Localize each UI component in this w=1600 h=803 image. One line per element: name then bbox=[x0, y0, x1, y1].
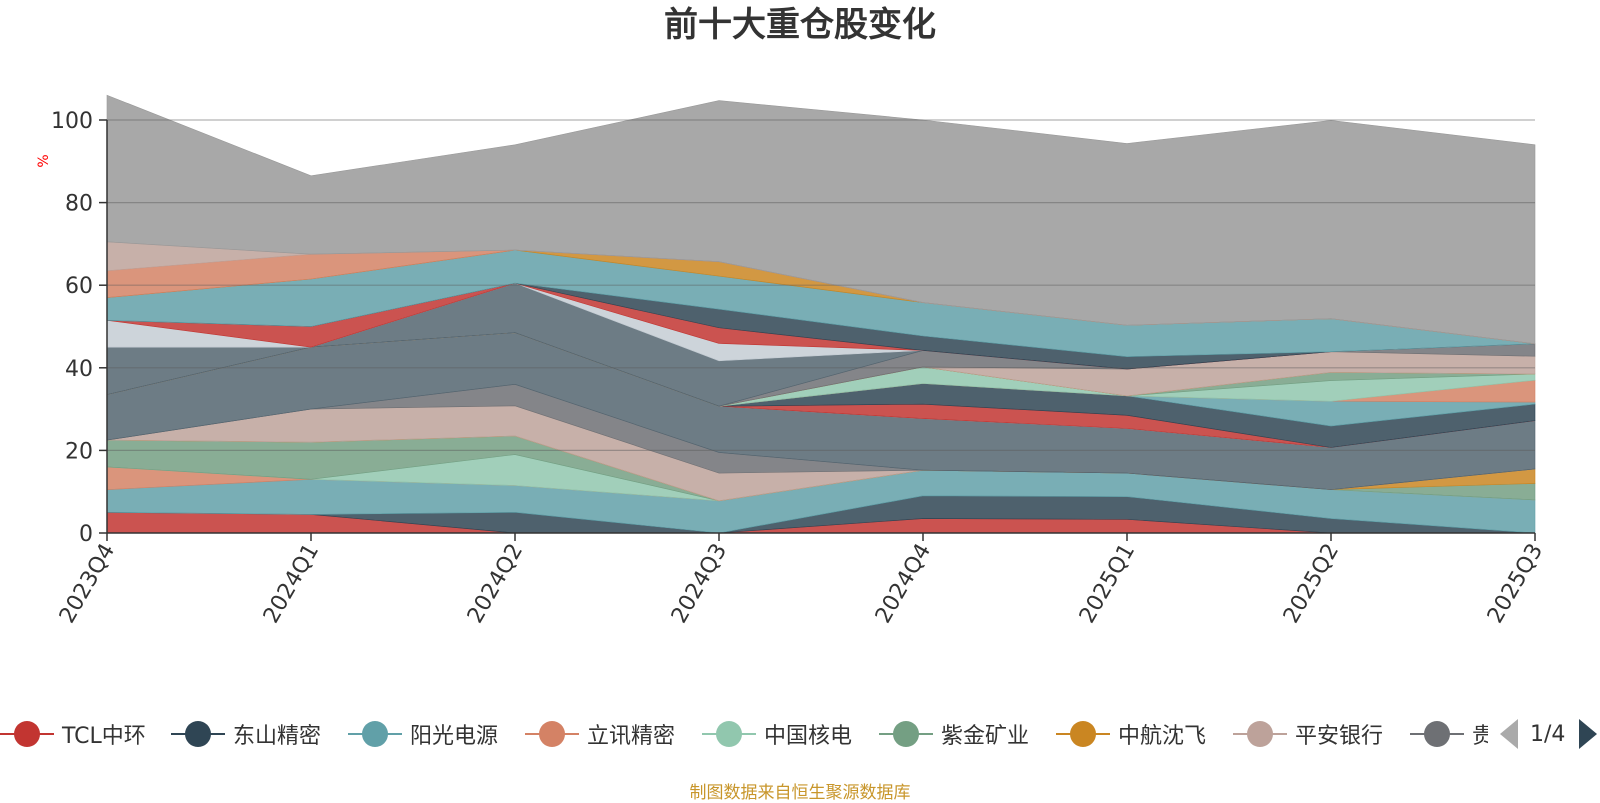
legend-marker-icon bbox=[171, 720, 225, 748]
y-tick-label: 80 bbox=[65, 192, 93, 217]
legend-marker-icon bbox=[0, 720, 54, 748]
legend-label: 平安银行 bbox=[1295, 724, 1384, 749]
x-tick-label: 2023Q4 bbox=[55, 540, 120, 628]
legend-marker-icon bbox=[348, 720, 402, 748]
legend-label: 贵 bbox=[1472, 724, 1488, 749]
x-tick-label: 2024Q2 bbox=[463, 540, 528, 628]
x-tick-label: 2024Q4 bbox=[871, 540, 936, 628]
legend-marker-icon bbox=[1056, 720, 1110, 748]
x-tick-label: 2025Q2 bbox=[1279, 540, 1344, 628]
y-tick-label: 0 bbox=[79, 522, 93, 547]
y-tick-label: 100 bbox=[51, 109, 93, 134]
legend-label: 中国核电 bbox=[764, 724, 853, 749]
legend-pager: 1/4 bbox=[1500, 718, 1598, 750]
legend-next-page-icon[interactable] bbox=[1579, 719, 1598, 749]
legend-items: TCL中环 东山精密 阳光电源 立讯精密 中国核电 紫金矿业 中航沈飞 平安银行 贵 bbox=[0, 712, 1488, 756]
legend-item[interactable]: 贵 bbox=[1410, 712, 1488, 756]
legend-label: 立讯精密 bbox=[587, 724, 676, 749]
legend-marker-icon bbox=[1410, 720, 1464, 748]
y-tick-label: 20 bbox=[65, 439, 93, 464]
y-axis-label: % bbox=[36, 154, 52, 167]
legend-item[interactable]: 东山精密 bbox=[171, 712, 321, 756]
y-tick-label: 60 bbox=[65, 274, 93, 299]
legend-page-indicator: 1/4 bbox=[1530, 721, 1566, 747]
x-tick-label: 2024Q1 bbox=[259, 540, 324, 628]
legend-label: 中航沈飞 bbox=[1118, 724, 1207, 749]
legend-label: 东山精密 bbox=[233, 724, 322, 749]
legend-item[interactable]: 阳光电源 bbox=[348, 712, 498, 756]
y-tick-label: 40 bbox=[65, 357, 93, 382]
data-source-note: 制图数据来自恒生聚源数据库 bbox=[689, 783, 911, 803]
chart-title: 前十大重仓股变化 bbox=[664, 5, 936, 45]
area-series-29[interactable] bbox=[106, 94, 1536, 345]
x-tick-label: 2025Q1 bbox=[1075, 540, 1140, 628]
legend-item[interactable]: 紫金矿业 bbox=[879, 712, 1029, 756]
legend-item[interactable]: 平安银行 bbox=[1233, 712, 1383, 756]
legend-item[interactable]: 中航沈飞 bbox=[1056, 712, 1206, 756]
legend-label: 紫金矿业 bbox=[941, 724, 1030, 749]
legend-prev-page-icon[interactable] bbox=[1500, 719, 1518, 749]
legend-marker-icon bbox=[879, 720, 933, 748]
x-tick-label: 2025Q3 bbox=[1483, 540, 1548, 628]
legend-item[interactable]: 立讯精密 bbox=[525, 712, 675, 756]
legend-item[interactable]: TCL中环 bbox=[0, 712, 146, 756]
legend-label: 阳光电源 bbox=[410, 724, 499, 749]
legend-marker-icon bbox=[702, 720, 756, 748]
legend-label: TCL中环 bbox=[62, 724, 146, 749]
legend-item[interactable]: 中国核电 bbox=[702, 712, 852, 756]
x-tick-label: 2024Q3 bbox=[667, 540, 732, 628]
legend: TCL中环 东山精密 阳光电源 立讯精密 中国核电 紫金矿业 中航沈飞 平安银行 贵 1/4 bbox=[0, 712, 1600, 756]
legend-marker-icon bbox=[525, 720, 579, 748]
legend-marker-icon bbox=[1233, 720, 1287, 748]
